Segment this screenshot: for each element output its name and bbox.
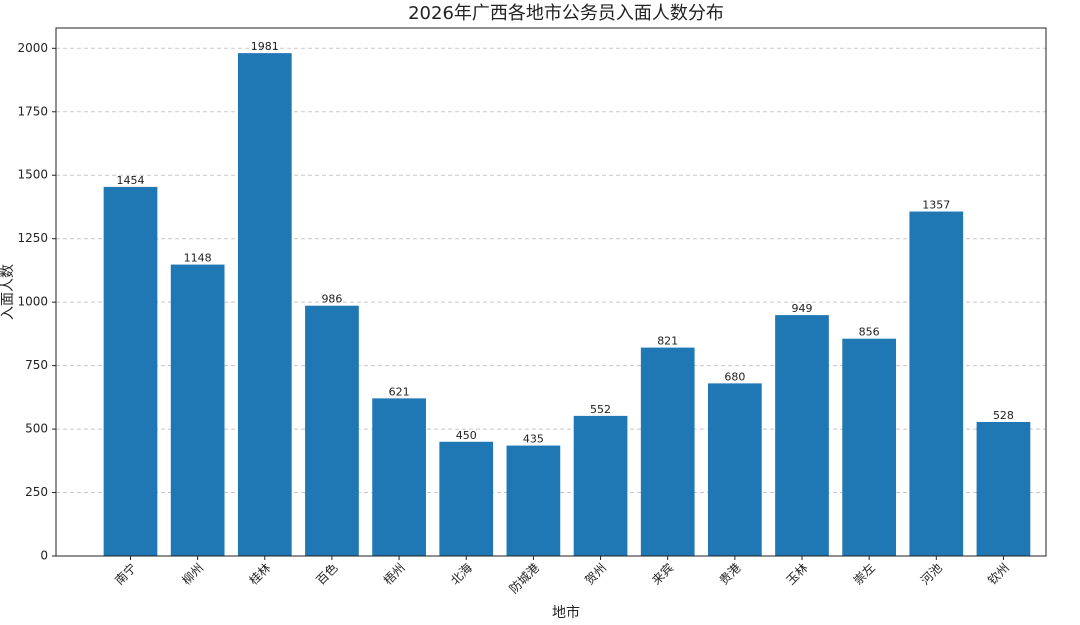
y-tick-label: 1500 (17, 168, 48, 182)
bar (573, 415, 628, 556)
bar (775, 315, 829, 556)
x-tick-label: 桂林 (246, 560, 274, 588)
value-label: 621 (389, 385, 410, 398)
bar (237, 53, 292, 556)
value-label: 435 (523, 433, 544, 446)
y-tick-label: 1250 (17, 231, 48, 245)
bar (909, 211, 964, 556)
x-tick-label: 来宾 (649, 560, 677, 588)
value-label: 949 (792, 302, 813, 315)
x-tick-label: 梧州 (380, 560, 408, 588)
value-label: 528 (993, 409, 1014, 422)
bar (372, 398, 426, 556)
value-label: 856 (859, 326, 880, 339)
x-tick-label: 崇左 (850, 560, 878, 588)
x-tick-label: 北海 (447, 560, 475, 588)
x-axis-label: 地市 (552, 604, 580, 621)
x-tick-label: 河池 (918, 561, 945, 588)
value-label: 1454 (117, 174, 145, 187)
x-tick-label: 钦州 (985, 561, 1012, 588)
x-tick-label: 玉林 (784, 561, 811, 588)
value-label: 1981 (251, 40, 279, 53)
x-tick-label: 贺州 (582, 561, 609, 588)
y-tick-label: 500 (25, 422, 48, 436)
y-tick-label: 1750 (17, 104, 48, 118)
x-tick-label: 贵港 (717, 561, 744, 588)
y-tick-label: 250 (25, 485, 48, 499)
y-tick-label: 2000 (17, 41, 48, 55)
value-label: 450 (456, 429, 477, 442)
value-label: 821 (657, 335, 678, 348)
x-tick-label: 防城港 (506, 560, 542, 596)
bar (170, 264, 225, 556)
bar (842, 338, 897, 556)
x-tick-label: 柳州 (179, 561, 206, 588)
y-tick-label: 0 (40, 549, 48, 563)
bar (103, 186, 158, 556)
y-tick-label: 750 (25, 358, 48, 372)
y-tick-label: 1000 (17, 295, 48, 309)
value-label: 552 (590, 403, 611, 416)
y-axis-label: 入面人数 (0, 264, 16, 320)
bar (305, 305, 359, 556)
x-tick-label: 百色 (314, 561, 341, 588)
bar (640, 347, 695, 556)
value-label: 680 (724, 370, 745, 383)
plot-frame (55, 27, 1047, 557)
value-label: 986 (321, 293, 342, 306)
value-label: 1148 (184, 252, 212, 265)
bar (707, 383, 762, 556)
bar (506, 445, 561, 556)
bar (976, 421, 1031, 556)
chart-title: 2026年广西各地市公务员入面人数分布 (408, 3, 724, 24)
bar (439, 441, 494, 556)
value-label: 1357 (922, 199, 950, 212)
x-tick-label: 南宁 (112, 560, 140, 588)
